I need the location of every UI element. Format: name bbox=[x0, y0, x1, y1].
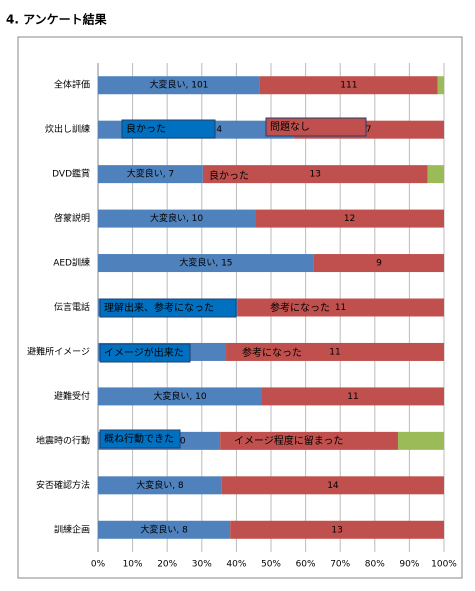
callout-box bbox=[265, 117, 367, 137]
value-label: 13 bbox=[331, 525, 342, 535]
x-tick-label: 10% bbox=[123, 560, 143, 570]
bar-segment bbox=[437, 76, 444, 95]
bar-segment bbox=[98, 520, 231, 539]
bar-segment bbox=[98, 254, 314, 273]
value-label: 大変良い, 10 bbox=[150, 212, 203, 224]
bar-segment bbox=[221, 476, 444, 495]
annotation: 問題なし bbox=[270, 121, 310, 133]
bar-segment bbox=[427, 165, 444, 184]
bar-segment bbox=[226, 342, 444, 361]
y-tick-label: AED訓練 bbox=[53, 257, 90, 269]
y-tick-label: 伝言電話 bbox=[54, 301, 90, 313]
value-label: 大変良い, 8 bbox=[140, 523, 188, 535]
value-label: 13 bbox=[310, 170, 321, 180]
bar-segment bbox=[202, 165, 428, 184]
bar-segment bbox=[255, 209, 444, 228]
annotation: 参考になった bbox=[242, 346, 302, 359]
y-tick-label: 炊出し訓練 bbox=[45, 123, 90, 135]
bar-segment bbox=[220, 431, 398, 450]
bar-segment bbox=[98, 476, 222, 495]
x-tick-label: 90% bbox=[399, 560, 419, 570]
value-label: 大変良い, 10 bbox=[153, 390, 206, 402]
x-tick-label: 0% bbox=[91, 560, 106, 570]
value-label: 大変良い, 101 bbox=[150, 79, 209, 91]
annotation: イメージが出来た bbox=[104, 346, 184, 359]
value-label: 11 bbox=[329, 347, 340, 357]
value-label: 14 bbox=[327, 481, 339, 491]
bar-segment bbox=[98, 209, 256, 228]
x-tick-label: 40% bbox=[226, 560, 246, 570]
value-label: 大変良い, 8 bbox=[136, 479, 184, 491]
value-label: 11 bbox=[347, 392, 358, 402]
annotation: 理解出来、参考になった bbox=[104, 301, 214, 314]
y-tick-label: 全体評価 bbox=[54, 79, 90, 91]
value-label: 11 bbox=[335, 303, 346, 313]
y-tick-label: 啓蒙説明 bbox=[54, 212, 90, 224]
bar-segment bbox=[98, 165, 203, 184]
value-label: 12 bbox=[344, 214, 355, 224]
y-tick-label: 安否確認方法 bbox=[36, 479, 90, 491]
x-tick-label: 70% bbox=[330, 560, 350, 570]
annotation: イメージ程度に留まった bbox=[234, 434, 343, 447]
annotation: 参考になった bbox=[270, 301, 330, 314]
callout-box bbox=[121, 119, 216, 139]
x-tick-label: 50% bbox=[261, 560, 281, 570]
annotation: 良かった bbox=[209, 169, 249, 182]
bar-segment bbox=[98, 387, 263, 406]
value-label: 111 bbox=[340, 81, 357, 91]
value-label: 大変良い, 15 bbox=[179, 257, 232, 269]
annotation: 良かった bbox=[126, 122, 166, 135]
x-tick-label: 20% bbox=[157, 560, 177, 570]
y-tick-label: DVD鑑賞 bbox=[52, 168, 90, 180]
value-label: 9 bbox=[376, 259, 382, 269]
callout-box bbox=[99, 429, 181, 449]
x-tick-label: 80% bbox=[365, 560, 385, 570]
x-tick-label: 100% bbox=[431, 560, 457, 570]
value-label: 7 bbox=[366, 125, 372, 135]
y-tick-label: 避難受付 bbox=[54, 390, 90, 402]
bar-segment bbox=[397, 431, 444, 450]
callout-box bbox=[99, 298, 237, 318]
bar-segment bbox=[262, 387, 444, 406]
callout-box bbox=[99, 343, 191, 363]
x-tick-label: 60% bbox=[296, 560, 316, 570]
bar-segment bbox=[313, 254, 444, 273]
bar-segment bbox=[230, 520, 444, 539]
page-title: 4. アンケート結果 bbox=[6, 12, 107, 27]
y-tick-label: 避難所イメージ bbox=[27, 345, 90, 357]
bar-segment bbox=[259, 76, 438, 95]
x-tick-label: 30% bbox=[192, 560, 212, 570]
y-tick-label: 地震時の行動 bbox=[36, 434, 90, 446]
y-tick-label: 訓練企画 bbox=[54, 523, 90, 535]
bar-segment bbox=[98, 76, 260, 95]
annotation: 概ね行動できた bbox=[104, 432, 174, 445]
value-label: 大変良い, 7 bbox=[127, 168, 174, 180]
bar-segment bbox=[237, 298, 444, 317]
